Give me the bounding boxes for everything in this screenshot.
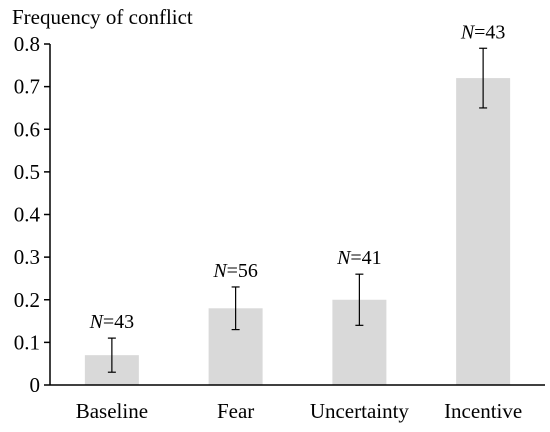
y-tick-label: 0.2 — [14, 288, 40, 312]
n-label-prefix: N — [336, 247, 352, 269]
n-label-prefix: N — [89, 311, 105, 333]
y-axis-ticks: 0 0.1 0.2 0.3 0.4 0.5 0.6 0.7 0.8 — [14, 32, 50, 397]
n-label: N=43 — [89, 311, 135, 333]
x-tick-label: Uncertainty — [310, 399, 410, 423]
bars — [84, 78, 511, 385]
y-tick-label: 0 — [30, 373, 41, 397]
bar-incentive — [456, 78, 511, 385]
n-label-value: =41 — [350, 247, 381, 269]
y-axis-label: Frequency of conflict — [12, 5, 193, 29]
n-label: N=41 — [336, 247, 382, 269]
y-tick-label: 0.5 — [14, 160, 40, 184]
sample-size-labels: N=43N=56N=41N=43 — [89, 21, 506, 333]
error-bars — [107, 47, 488, 373]
n-label-prefix: N — [212, 260, 228, 282]
n-label-prefix: N — [460, 21, 476, 43]
y-tick-label: 0.3 — [14, 245, 40, 269]
x-axis-ticks: Baseline Fear Uncertainty Incentive — [76, 399, 522, 423]
n-label-value: =56 — [227, 260, 258, 282]
y-tick-label: 0.8 — [14, 32, 40, 56]
n-label-value: =43 — [103, 311, 134, 333]
y-tick-label: 0.6 — [14, 117, 40, 141]
x-tick-label: Fear — [217, 399, 254, 423]
n-label-value: =43 — [474, 21, 505, 43]
x-tick-label: Baseline — [76, 399, 148, 423]
n-label: N=56 — [212, 260, 258, 282]
n-label: N=43 — [460, 21, 506, 43]
x-tick-label: Incentive — [444, 399, 522, 423]
y-tick-label: 0.7 — [14, 75, 40, 99]
y-tick-label: 0.1 — [14, 330, 40, 354]
y-tick-label: 0.4 — [14, 203, 41, 227]
